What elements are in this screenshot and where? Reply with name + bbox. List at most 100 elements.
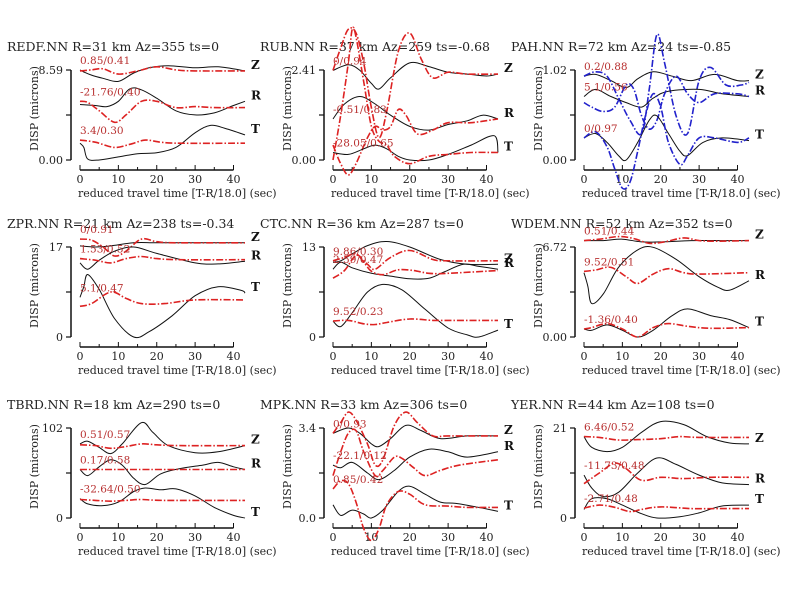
component-label-r: R [251, 248, 262, 262]
panel-title: TBRD.NN R=18 km Az=290 ts=0 [7, 397, 220, 412]
synthetic-trace-t [79, 498, 246, 503]
x-tick-label: 40 [730, 350, 744, 363]
x-tick-label: 30 [692, 531, 706, 544]
y-axis-label: DISP (microns) [532, 243, 545, 328]
annotation-r: 2.59/0.47 [333, 254, 383, 266]
annotation-t: 5.1/0.47 [80, 282, 124, 294]
x-tick-label: 20 [403, 531, 417, 544]
y-tick-label-min: 0.00 [543, 331, 568, 344]
observed-trace-z [583, 71, 750, 89]
observed-trace-r [583, 246, 750, 305]
component-label-r: R [251, 88, 262, 102]
y-tick-label-min: 0.00 [39, 154, 64, 167]
x-tick-label: 20 [150, 531, 164, 544]
annotation-t: 9.52/0.23 [333, 306, 383, 318]
synthetic-trace-z [332, 27, 499, 139]
synthetic-trace-t [332, 318, 498, 326]
panel-title: ZPR.NN R=21 km Az=238 ts=-0.34 [7, 216, 234, 231]
panel-ctc-nn: CTC.NN R=36 km Az=287 ts=0 13 0 DISP (micro… [260, 216, 530, 377]
synthetic-trace-t [332, 479, 499, 542]
component-label-r: R [504, 106, 515, 120]
observed-trace-r [79, 87, 246, 116]
annotation-z: 0.51/0.57 [80, 429, 130, 441]
component-label-r: R [251, 456, 262, 470]
component-label-t: T [755, 492, 764, 506]
synthetic-trace-z [583, 235, 750, 245]
y-axis-label: DISP (microns) [281, 424, 294, 509]
observed-trace-t [79, 124, 246, 161]
annotation-r: 0.17/0.58 [80, 454, 130, 466]
observed-trace-r [332, 95, 499, 131]
annotation-r: -21.76/0.40 [80, 86, 141, 98]
x-tick-label: 40 [226, 173, 240, 186]
x-axis-label: reduced travel time [T-R/18.0] (sec) [582, 364, 781, 377]
x-axis-label: reduced travel time [T-R/18.0] (sec) [331, 364, 530, 377]
y-tick-label-min: 0 [56, 512, 63, 525]
x-tick-label: 30 [692, 173, 706, 186]
x-tick-label: 20 [150, 350, 164, 363]
x-tick-label: 10 [364, 350, 378, 363]
component-label-t: T [755, 315, 764, 329]
annotation-z: 0.51/0.44 [584, 226, 635, 238]
x-tick-label: 20 [150, 173, 164, 186]
component-label-t: T [251, 505, 260, 519]
y-tick-label-max: 1.02 [543, 64, 568, 77]
annotation-r: 1.53/0.52 [80, 244, 130, 256]
component-label-r: R [755, 268, 766, 282]
x-tick-label: 20 [654, 350, 668, 363]
y-tick-label-max: 17 [49, 241, 63, 254]
y-tick-label-min: 0.0 [299, 512, 317, 525]
x-tick-label: 0 [330, 350, 337, 363]
x-tick-label: 10 [615, 350, 629, 363]
annotation-r: 9.52/0.51 [584, 256, 634, 268]
y-tick-label-min: 0 [56, 331, 63, 344]
x-tick-label: 30 [441, 173, 455, 186]
y-axis-label: DISP (microns) [28, 424, 41, 509]
annotation-t: -32.64/0.50 [80, 484, 141, 496]
x-axis-label: reduced travel time [T-R/18.0] (sec) [78, 187, 277, 200]
panel-title: REDF.NN R=31 km Az=355 ts=0 [7, 39, 219, 54]
x-tick-label: 0 [581, 173, 588, 186]
component-label-t: T [504, 317, 513, 331]
x-axis-label: reduced travel time [T-R/18.0] (sec) [331, 545, 530, 558]
component-label-r: R [755, 472, 766, 486]
y-tick-label-min: 0 [560, 512, 567, 525]
annotation-z: 0/0.94 [333, 55, 367, 67]
x-tick-label: 10 [111, 350, 125, 363]
x-tick-label: 0 [77, 531, 84, 544]
x-tick-label: 10 [615, 531, 629, 544]
synthetic-trace-t [79, 139, 246, 149]
component-label-z: Z [251, 58, 260, 72]
panel-pah-nn: PAH.NN R=72 km Az=24 ts=-0.85 1.02 0.00 DIS… [511, 33, 781, 200]
component-label-z: Z [755, 228, 764, 242]
annotation-t: -1.36/0.40 [584, 314, 638, 326]
component-label-t: T [504, 140, 513, 154]
observed-trace-r [332, 261, 499, 280]
component-label-z: Z [251, 230, 260, 244]
x-tick-label: 0 [581, 531, 588, 544]
x-axis-label: reduced travel time [T-R/18.0] (sec) [78, 364, 277, 377]
y-tick-label-max: 3.4 [299, 422, 317, 435]
component-label-t: T [251, 280, 260, 294]
x-tick-label: 10 [364, 531, 378, 544]
observed-trace-z [583, 420, 750, 453]
y-tick-label-max: 2.41 [292, 64, 317, 77]
observed-trace-t [79, 274, 246, 339]
observed-trace-t [583, 114, 750, 162]
x-tick-label: 20 [403, 350, 417, 363]
observed-trace-r [79, 246, 246, 270]
component-label-t: T [251, 122, 260, 136]
panel-mpk-nn: MPK.NN R=33 km Az=306 ts=0 3.4 0.0 DISP (mi… [260, 397, 530, 558]
x-tick-label: 30 [441, 350, 455, 363]
y-tick-label-max: 21 [553, 422, 567, 435]
y-axis-label: DISP (microns) [532, 424, 545, 509]
component-label-z: Z [504, 423, 513, 437]
synthetic-trace-r [583, 462, 750, 485]
synthetic-trace-t [583, 322, 750, 338]
y-axis-label: DISP (microns) [532, 66, 545, 151]
panel-yer-nn: YER.NN R=44 km Az=108 ts=0 21 0 DISP (micro… [510, 397, 781, 558]
x-tick-label: 30 [188, 173, 202, 186]
y-tick-label-min: 0 [309, 331, 316, 344]
annotation-t: -28.05/0.65 [333, 138, 394, 150]
